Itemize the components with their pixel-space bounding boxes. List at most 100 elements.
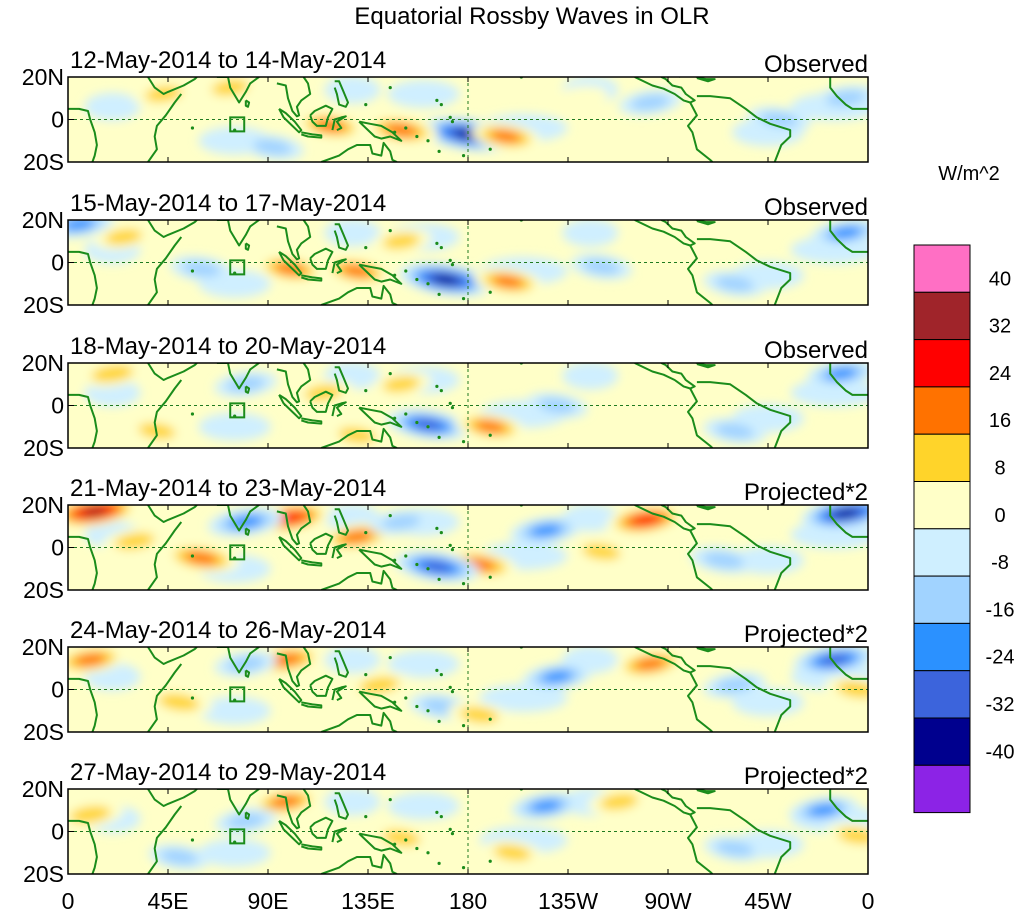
colorbar-tick-label: 16 — [989, 410, 1011, 432]
y-tick-label: 20S — [23, 149, 64, 175]
anomaly-contour — [114, 533, 155, 550]
x-tick-label: 45W — [744, 888, 792, 914]
colorbar-units-label: W/m^2 — [938, 163, 1000, 185]
coastline — [331, 543, 347, 560]
y-tick-label: 20S — [23, 577, 64, 603]
island — [426, 425, 430, 429]
island — [450, 690, 455, 694]
coastline — [679, 647, 716, 653]
island — [404, 838, 408, 842]
anomaly-contour — [627, 382, 687, 408]
island — [190, 838, 195, 842]
coastline — [829, 647, 868, 680]
island — [439, 531, 443, 535]
coastline — [333, 508, 349, 536]
coastline — [68, 107, 98, 162]
anomaly-contour — [74, 653, 107, 666]
anomaly-field — [68, 220, 868, 298]
island — [393, 273, 397, 277]
coastline — [358, 120, 403, 142]
coastline — [68, 393, 98, 448]
anomaly-contour — [228, 515, 263, 529]
coastline — [244, 385, 251, 394]
coastline — [358, 690, 403, 712]
anomaly-bg-band — [198, 696, 271, 725]
coastline — [147, 77, 198, 95]
panel-kind-label: Observed — [764, 194, 868, 221]
island — [415, 277, 419, 282]
island — [426, 709, 430, 713]
anomaly-contour — [493, 845, 531, 861]
colorbar-tick-label: 40 — [989, 268, 1011, 290]
coastline — [278, 678, 303, 704]
y-tick-label: 0 — [51, 393, 64, 419]
coastline — [301, 701, 323, 709]
colorbar-tick-label: 24 — [989, 363, 1011, 385]
region-box — [229, 686, 246, 703]
coastline — [679, 77, 716, 83]
island — [189, 733, 192, 736]
y-tick-label: 0 — [51, 535, 64, 561]
coastline — [331, 401, 347, 418]
island — [437, 435, 441, 439]
coastline — [278, 394, 303, 420]
x-tick-label: 180 — [449, 888, 487, 914]
coastline — [278, 108, 303, 134]
anomaly-bg-band — [198, 838, 271, 867]
anomaly-contour — [158, 694, 200, 711]
colorbar-box — [913, 528, 971, 577]
coastline — [320, 427, 398, 448]
island — [404, 126, 408, 130]
coastline — [333, 223, 349, 251]
anomaly-bg-band — [387, 792, 460, 820]
x-tick-label: 135E — [341, 888, 395, 914]
y-tick-label: 20S — [23, 292, 64, 318]
island — [393, 416, 397, 420]
anomaly-contour — [226, 813, 265, 829]
anomaly-contour — [274, 262, 306, 275]
island — [435, 384, 439, 388]
y-tick-label: 20N — [22, 492, 64, 518]
anomaly-contour — [432, 274, 460, 285]
coastline — [829, 505, 868, 538]
anomaly-contour — [530, 799, 562, 813]
colorbar-tick-label: -32 — [986, 694, 1015, 716]
coastline — [147, 505, 198, 523]
region-box — [229, 402, 246, 419]
colorbar-box — [913, 575, 971, 624]
coastline — [679, 505, 716, 511]
island — [450, 548, 455, 552]
coastline — [301, 559, 323, 567]
coastline — [687, 672, 714, 732]
coastline — [333, 792, 349, 820]
anomaly-contour — [492, 275, 524, 288]
panel-date-range: 18-May-2014 to 20-May-2014 — [70, 333, 386, 360]
coastline — [696, 523, 792, 590]
island — [426, 282, 430, 286]
island — [190, 554, 195, 558]
anomaly-bg-band — [387, 80, 460, 108]
x-tick-label: 0 — [862, 888, 875, 914]
coastline — [331, 685, 347, 702]
coastline — [147, 93, 183, 162]
island — [426, 567, 430, 571]
y-tick-label: 0 — [51, 819, 64, 845]
island — [439, 815, 443, 819]
coastline — [696, 807, 792, 874]
coastline — [358, 548, 403, 570]
coastline — [147, 805, 183, 874]
island — [388, 229, 392, 233]
coastline — [147, 363, 198, 381]
y-tick-label: 20N — [22, 350, 64, 376]
panel-kind-label: Observed — [764, 51, 868, 78]
island — [488, 717, 492, 721]
island — [364, 103, 368, 107]
island — [488, 859, 492, 863]
panel-group: 20N 0 20S 12-May-2014 to 14-May-2014 Observe… — [22, 47, 869, 887]
panel-date-range: 21-May-2014 to 23-May-2014 — [70, 475, 386, 502]
island — [189, 875, 192, 878]
island — [364, 673, 368, 677]
coastline — [333, 366, 349, 394]
coastline — [634, 789, 696, 816]
